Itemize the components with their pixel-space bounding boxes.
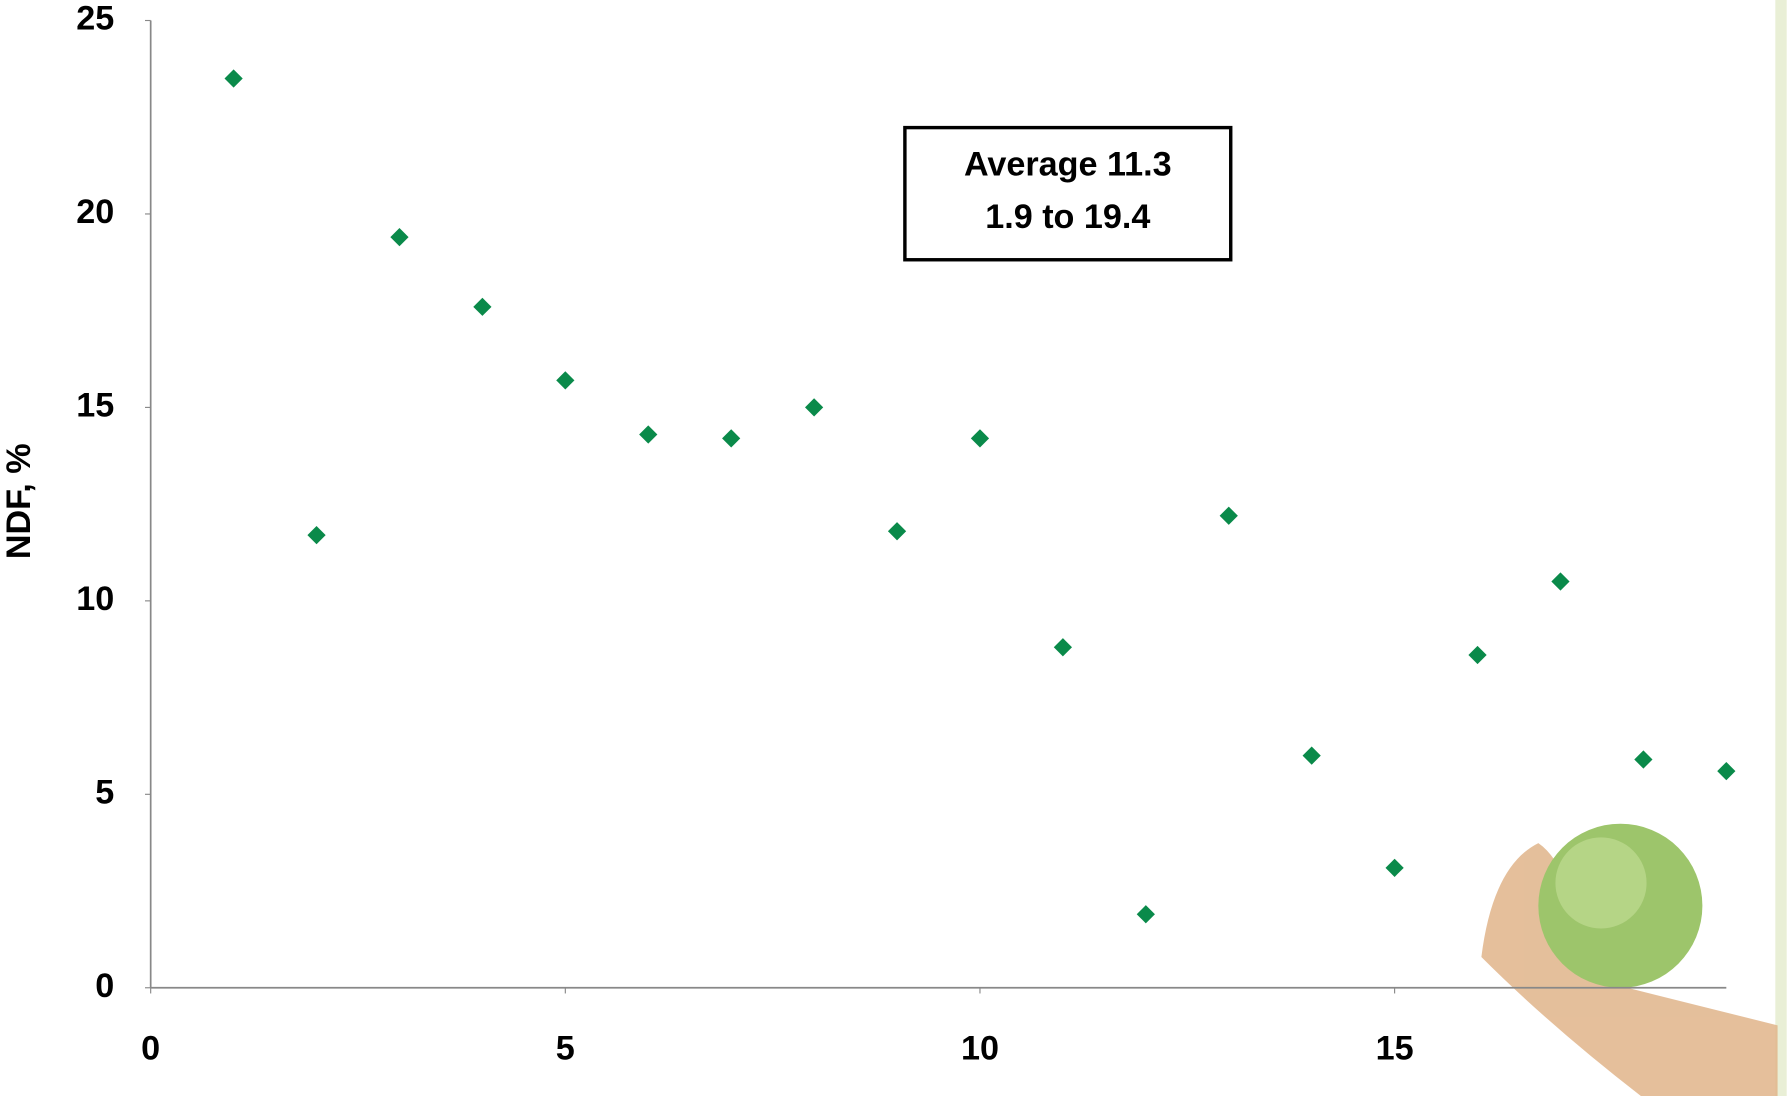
point — [1551, 572, 1570, 591]
y-tick-label: 25 — [76, 0, 114, 38]
point — [1634, 750, 1653, 769]
point — [1468, 645, 1487, 665]
y-tick-label: 10 — [76, 580, 114, 618]
point — [1717, 761, 1736, 781]
point — [556, 371, 575, 390]
point — [307, 525, 326, 545]
y-tick-label: 20 — [76, 193, 114, 231]
annotation: Average 11.3 — [964, 145, 1172, 183]
x-tick-label: 10 — [961, 1029, 999, 1067]
globe-decoration — [1481, 823, 1778, 1096]
point — [1136, 905, 1155, 924]
point — [887, 522, 907, 541]
point — [224, 69, 243, 88]
annotation: 1.9 to 19.4 — [985, 198, 1150, 236]
globe-highlight — [1555, 837, 1647, 929]
x-tick-label: 0 — [141, 1029, 160, 1067]
point — [1302, 746, 1321, 765]
annotation-box — [903, 125, 1233, 262]
point — [390, 228, 409, 247]
point — [804, 398, 824, 417]
y-tick-label: 0 — [95, 967, 114, 1005]
y-axis-label: NDF, % — [0, 443, 38, 559]
x-tick-label: 15 — [1376, 1029, 1414, 1067]
point — [639, 425, 658, 444]
point — [1385, 858, 1404, 877]
point — [473, 297, 492, 316]
side-strip — [1775, 0, 1787, 1096]
x-tick-label: 5 — [556, 1029, 575, 1067]
y-tick-label: 5 — [95, 773, 114, 811]
point — [1053, 638, 1073, 657]
point — [722, 429, 741, 448]
y-tick-label: 15 — [76, 386, 114, 424]
point — [1219, 506, 1238, 525]
point — [970, 429, 990, 448]
